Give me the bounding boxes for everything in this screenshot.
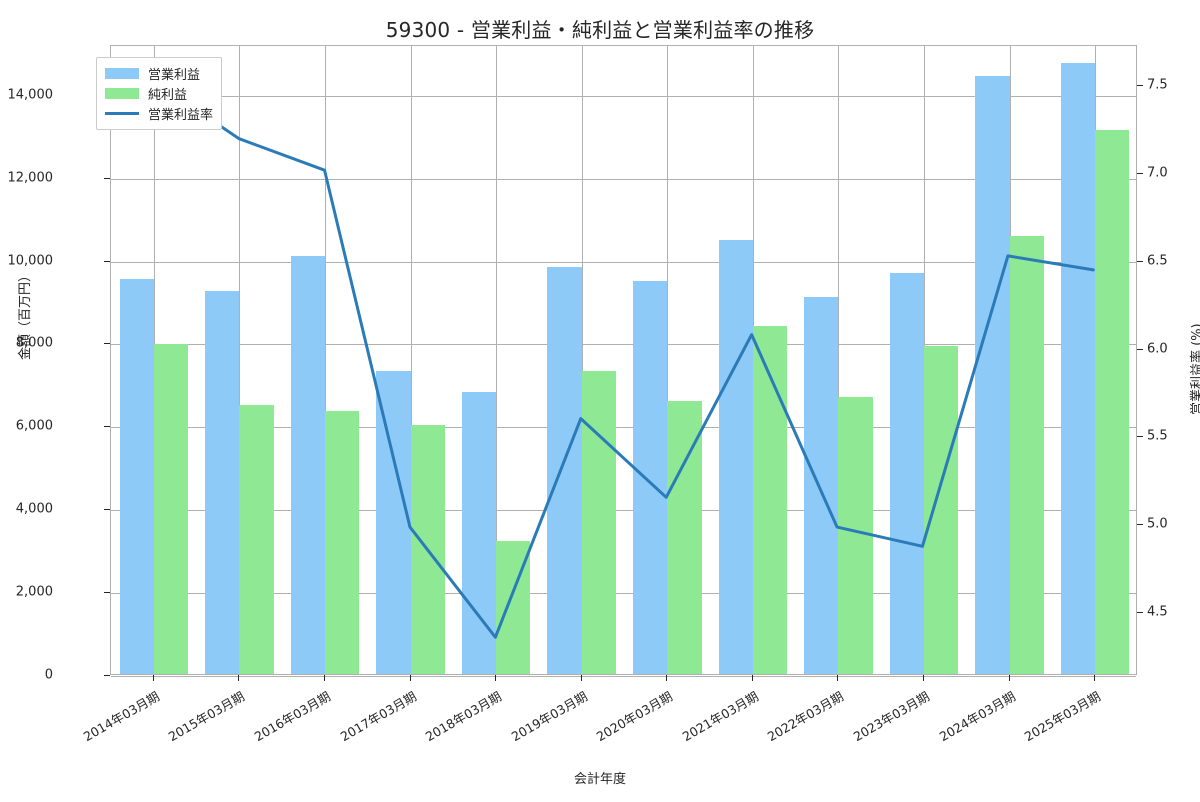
legend-label-operating-margin: 営業利益率: [148, 107, 214, 123]
y2-tick-label: 6.0: [1147, 341, 1168, 357]
bar-operating-profit: [461, 392, 497, 674]
y-tick-mark: [104, 343, 110, 345]
x-tick-mark: [238, 675, 240, 681]
y2-tick-mark: [1137, 524, 1143, 526]
y-tick-label: 14,000: [7, 87, 54, 103]
x-tick-mark: [751, 675, 753, 681]
legend-swatch-net-profit: [105, 87, 139, 99]
bar-operating-profit: [804, 297, 839, 674]
y-gridline: [111, 261, 1136, 263]
y2-tick-mark: [1137, 173, 1143, 175]
y-tick-mark: [104, 509, 110, 511]
x-tick-mark: [323, 675, 325, 681]
chart-title: 59300 - 営業利益・純利益と営業利益率の推移: [385, 18, 815, 42]
legend-swatch-operating-margin: [105, 111, 139, 115]
y2-tick-label: 4.5: [1147, 604, 1168, 620]
bar-operating-profit: [547, 267, 582, 674]
x-gridline: [324, 46, 326, 674]
y2-tick-mark: [1137, 611, 1143, 613]
bar-operating-profit: [205, 291, 240, 674]
x-tick-mark: [666, 675, 668, 681]
legend-label-net-profit: 純利益: [148, 87, 188, 103]
y-axis-label-right: 営業利益率 (%): [1190, 323, 1200, 415]
bar-net-profit: [752, 325, 788, 674]
legend-item-operating-profit: 営業利益: [105, 63, 213, 83]
line-series-layer: [111, 46, 1136, 674]
y-tick-mark: [104, 592, 110, 594]
x-gridline: [667, 46, 669, 674]
y2-tick-mark: [1137, 348, 1143, 350]
bar-net-profit: [924, 346, 959, 674]
x-tick-mark: [409, 675, 411, 681]
bar-operating-profit: [718, 239, 753, 674]
y2-tick-mark: [1137, 436, 1143, 438]
y2-tick-label: 7.5: [1147, 77, 1168, 93]
bar-operating-profit: [889, 272, 925, 674]
y-tick-label: 10,000: [7, 253, 54, 269]
x-tick-mark: [1094, 675, 1096, 681]
bar-net-profit: [667, 400, 702, 674]
x-tick-mark: [152, 675, 154, 681]
x-gridline: [239, 46, 241, 674]
x-tick-mark: [837, 675, 839, 681]
bar-operating-profit: [119, 279, 154, 674]
y2-tick-mark: [1137, 85, 1143, 87]
y-tick-label: 0: [44, 667, 53, 683]
chart-legend: 営業利益 純利益 営業利益率: [96, 57, 223, 130]
y-tick-label: 4,000: [15, 501, 53, 517]
legend-item-net-profit: 純利益: [105, 83, 213, 103]
y-tick-mark: [104, 426, 110, 428]
x-tick-mark: [1008, 675, 1010, 681]
legend-swatch-operating-profit: [105, 67, 139, 79]
bar-operating-profit: [633, 281, 668, 674]
x-gridline: [838, 46, 840, 674]
x-gridline: [410, 46, 412, 674]
y-gridline: [111, 427, 1136, 429]
bar-operating-profit: [290, 256, 325, 674]
y2-tick-label: 6.5: [1147, 253, 1168, 269]
bar-net-profit: [153, 344, 188, 674]
bar-net-profit: [1095, 129, 1130, 674]
bars-layer: [111, 46, 1136, 674]
y-tick-label: 6,000: [15, 418, 53, 434]
y2-tick-label: 5.0: [1147, 516, 1168, 532]
y-gridline: [111, 344, 1136, 346]
x-tick-mark: [580, 675, 582, 681]
y-tick-mark: [104, 177, 110, 179]
bar-net-profit: [581, 371, 616, 674]
bar-net-profit: [1009, 236, 1044, 674]
bar-operating-profit: [975, 75, 1010, 674]
y-gridline: [111, 178, 1136, 180]
y2-tick-mark: [1137, 260, 1143, 262]
legend-item-operating-margin: 営業利益率: [105, 103, 213, 123]
x-tick-mark: [923, 675, 925, 681]
x-gridline: [581, 46, 583, 674]
bar-net-profit: [838, 397, 873, 674]
y-tick-label: 12,000: [7, 170, 54, 186]
y-gridline: [111, 510, 1136, 512]
y-gridline: [111, 95, 1136, 97]
y2-tick-label: 5.5: [1147, 428, 1168, 444]
y-tick-label: 8,000: [15, 335, 53, 351]
y-tick-label: 2,000: [15, 584, 53, 600]
y2-tick-label: 7.0: [1147, 165, 1168, 181]
y-tick-mark: [104, 675, 110, 676]
bar-operating-profit: [376, 371, 411, 674]
y-gridline: [111, 593, 1136, 595]
legend-label-operating-profit: 営業利益: [148, 67, 201, 83]
x-tick-mark: [495, 675, 497, 681]
bar-net-profit: [324, 411, 360, 674]
x-axis-label: 会計年度: [573, 772, 626, 787]
plot-area: [110, 45, 1137, 677]
y-tick-mark: [104, 260, 110, 262]
y-gridline: [111, 676, 1136, 677]
x-gridline: [496, 46, 498, 674]
operating-margin-line: [154, 81, 1094, 637]
bar-operating-profit: [1060, 63, 1096, 674]
bar-net-profit: [239, 404, 274, 674]
